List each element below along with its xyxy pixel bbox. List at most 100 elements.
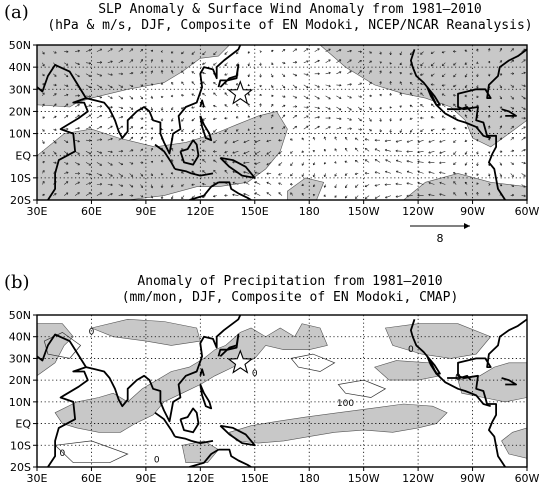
wind-vector <box>439 182 446 185</box>
coastline <box>426 355 441 375</box>
wind-vector-head <box>364 196 368 199</box>
star-marker <box>227 349 254 374</box>
wind-vector-head <box>511 59 514 62</box>
wind-vector-head <box>339 71 342 74</box>
wind-vector-head <box>224 116 227 120</box>
wind-vector <box>202 195 206 198</box>
wind-vector-head <box>150 160 154 164</box>
wind-vector <box>202 51 207 56</box>
wind-vector-head <box>224 129 227 133</box>
wind-vector <box>406 182 413 185</box>
wind-vector <box>399 128 403 133</box>
wind-vector-head <box>213 150 216 153</box>
wind-vector-head <box>171 70 174 73</box>
wind-vector <box>453 73 457 78</box>
wind-vector <box>129 149 134 152</box>
wind-vector <box>439 193 446 196</box>
wind-vector <box>64 115 69 119</box>
shaded-region <box>374 360 441 381</box>
wind-vector-head <box>323 185 327 188</box>
wind-vector <box>232 151 239 154</box>
wind-vector <box>266 192 272 196</box>
wind-vector-head <box>110 96 113 99</box>
wind-vector <box>53 139 57 144</box>
wind-vector-head <box>420 52 423 55</box>
wind-vector-head <box>317 116 320 119</box>
wind-vector-head <box>328 96 331 100</box>
wind-vector-head <box>266 139 269 143</box>
wind-vector-head <box>202 149 205 153</box>
wind-vector <box>254 162 261 165</box>
wind-vector-head <box>141 161 144 164</box>
wind-vector <box>243 193 250 196</box>
wind-vector <box>355 137 359 141</box>
wind-vector-head <box>88 152 92 155</box>
wind-vector-head <box>282 126 286 129</box>
wind-vector-head <box>42 160 45 164</box>
wind-vector-head <box>294 73 298 77</box>
wind-vector <box>171 147 174 152</box>
wind-vector-head <box>359 82 362 85</box>
wind-vector-head <box>313 184 316 188</box>
wind-vector-head <box>150 173 153 177</box>
wind-vector-head <box>399 81 403 84</box>
wind-vector-head <box>110 137 113 141</box>
wind-vector-head <box>328 107 331 110</box>
wind-vector <box>281 49 286 52</box>
wind-vector-head <box>395 159 399 162</box>
x-tick-label: 90W <box>460 472 485 485</box>
wind-vector-head <box>385 159 388 162</box>
wind-vector-head <box>500 150 503 153</box>
wind-vector <box>64 94 69 97</box>
wind-vector <box>420 128 424 132</box>
wind-vector <box>181 117 185 122</box>
wind-vector-head <box>213 117 216 120</box>
wind-vector-head <box>374 148 378 151</box>
wind-vector-head <box>294 105 298 108</box>
wind-vector-head <box>511 137 514 140</box>
wind-vector-head <box>523 71 526 75</box>
wind-vector-head <box>99 192 103 195</box>
wind-vector-head <box>120 174 123 177</box>
wind-vector <box>64 62 69 66</box>
wind-vector <box>290 162 294 166</box>
x-tick-label: 60W <box>515 205 540 218</box>
wind-vector-head <box>283 61 286 65</box>
wind-vector-head <box>374 184 377 187</box>
wind-vector <box>74 192 80 196</box>
wind-vector-head <box>344 196 348 199</box>
wind-vector <box>224 140 228 144</box>
coastline <box>85 45 242 155</box>
zero-contour <box>54 440 129 464</box>
x-tick-label: 180 <box>299 472 320 485</box>
wind-vector-head <box>349 127 352 131</box>
wind-vector-head <box>430 51 434 54</box>
wind-vector-head <box>338 107 342 111</box>
wind-vector-head <box>499 48 502 51</box>
wind-vector-head <box>511 174 514 177</box>
wind-vector-head <box>131 194 134 197</box>
wind-vector <box>358 60 362 63</box>
wind-vector-head <box>66 50 69 54</box>
wind-vector-head <box>439 151 442 154</box>
coastline <box>154 411 176 438</box>
wind-vector-head <box>171 196 174 200</box>
wind-vector-head <box>334 161 337 164</box>
wind-vector-head <box>140 136 143 139</box>
contour-label: 100 <box>337 399 354 409</box>
wind-vector-head <box>235 83 239 86</box>
wind-vector-head <box>453 140 456 143</box>
wind-vector <box>118 95 123 100</box>
wind-vector <box>409 82 413 86</box>
wind-vector-head <box>439 140 442 143</box>
coastline <box>218 448 252 467</box>
shaded-region <box>403 173 527 200</box>
wind-vector <box>53 73 57 77</box>
wind-vector-head <box>441 74 445 77</box>
wind-vector-head <box>121 149 124 153</box>
wind-vector-head <box>345 147 348 151</box>
wind-vector-head <box>191 170 194 174</box>
wind-vector-head <box>54 193 57 196</box>
wind-vector <box>464 114 468 119</box>
zero-contour <box>43 331 82 359</box>
